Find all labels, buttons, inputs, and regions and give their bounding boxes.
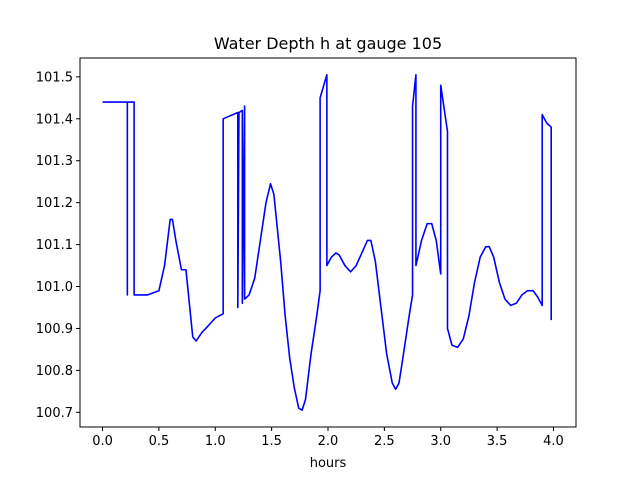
x-tick-label: 2.5	[374, 434, 395, 449]
y-tick-label: 101.3	[36, 154, 73, 169]
chart-title: Water Depth h at gauge 105	[214, 34, 442, 53]
y-tick-label: 101.2	[36, 196, 73, 211]
axes-frame	[79, 57, 577, 428]
y-tick-label: 101.0	[36, 280, 73, 295]
y-tick-label: 100.7	[36, 406, 73, 421]
x-tick-label: 4.0	[543, 434, 564, 449]
y-axis-ticks: 100.7 100.8 100.9 101.0 101.1 101.2 101.3 101.4…	[36, 70, 80, 421]
y-tick-label: 101.1	[36, 238, 73, 253]
x-axis-ticks: 0.0 0.5 1.0 1.5 2.0 2.5 3.0 3.5 4.0	[92, 427, 564, 449]
x-tick-label: 3.0	[430, 434, 451, 449]
plot-layer	[102, 73, 552, 412]
y-tick-label: 100.8	[36, 364, 73, 379]
x-tick-label: 2.0	[318, 434, 339, 449]
x-tick-label: 0.5	[149, 434, 170, 449]
y-tick-label: 100.9	[36, 322, 73, 337]
x-tick-label: 1.5	[261, 434, 282, 449]
y-tick-label: 101.5	[36, 70, 73, 85]
x-axis-label: hours	[310, 456, 347, 471]
y-tick-label: 101.4	[36, 112, 73, 127]
series-line	[102, 73, 552, 412]
x-tick-label: 3.5	[487, 434, 508, 449]
x-tick-label: 1.0	[205, 434, 226, 449]
x-tick-label: 0.0	[92, 434, 113, 449]
